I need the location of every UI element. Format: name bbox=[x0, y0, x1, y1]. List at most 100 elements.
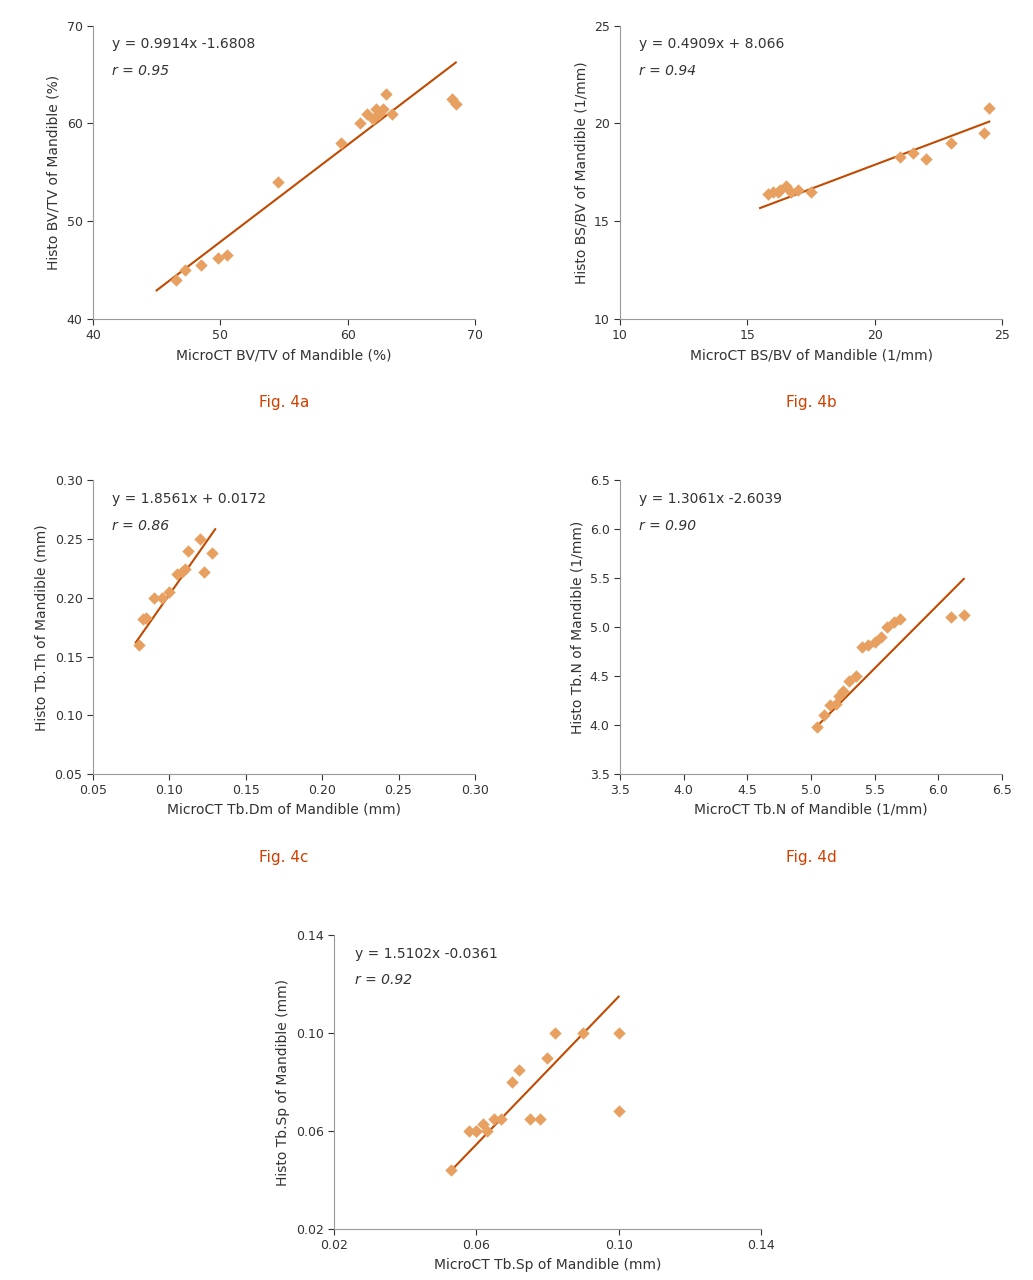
Point bbox=[943, 607, 960, 627]
Text: r = 0.92: r = 0.92 bbox=[355, 974, 412, 987]
Point bbox=[847, 666, 864, 686]
Point bbox=[210, 248, 226, 269]
Point bbox=[891, 146, 908, 166]
X-axis label: MicroCT BV/TV of Mandible (%): MicroCT BV/TV of Mandible (%) bbox=[177, 348, 392, 362]
Point bbox=[478, 1121, 495, 1142]
Point bbox=[218, 246, 234, 266]
Point bbox=[831, 685, 847, 705]
Point bbox=[815, 705, 832, 726]
Point bbox=[192, 529, 209, 549]
Point bbox=[193, 255, 210, 275]
X-axis label: MicroCT BS/BV of Mandible (1/mm): MicroCT BS/BV of Mandible (1/mm) bbox=[690, 348, 933, 362]
Point bbox=[270, 172, 286, 192]
Point bbox=[764, 182, 781, 202]
Point bbox=[546, 1023, 563, 1043]
Y-axis label: Histo BV/TV of Mandible (%): Histo BV/TV of Mandible (%) bbox=[46, 74, 61, 270]
Point bbox=[905, 142, 921, 163]
Point bbox=[365, 109, 381, 129]
Point bbox=[461, 1121, 477, 1142]
Point bbox=[368, 99, 384, 119]
Point bbox=[611, 1101, 627, 1121]
Point bbox=[835, 681, 851, 701]
Point bbox=[352, 113, 369, 133]
Point bbox=[444, 88, 461, 109]
Point bbox=[174, 562, 190, 582]
Point bbox=[371, 104, 387, 124]
Y-axis label: Histo BS/BV of Mandible (1/mm): Histo BS/BV of Mandible (1/mm) bbox=[574, 61, 588, 284]
Point bbox=[917, 148, 934, 169]
Text: Fig. 4b: Fig. 4b bbox=[786, 396, 837, 411]
Text: Fig. 4c: Fig. 4c bbox=[259, 850, 309, 865]
X-axis label: MicroCT Tb.Dm of Mandible (mm): MicroCT Tb.Dm of Mandible (mm) bbox=[167, 803, 401, 817]
Point bbox=[154, 588, 170, 608]
Point bbox=[168, 564, 185, 585]
Point bbox=[532, 1108, 549, 1129]
Text: y = 1.3061x -2.6039: y = 1.3061x -2.6039 bbox=[639, 493, 782, 506]
X-axis label: MicroCT Tb.Sp of Mandible (mm): MicroCT Tb.Sp of Mandible (mm) bbox=[434, 1258, 661, 1272]
Point bbox=[790, 179, 807, 200]
Point bbox=[860, 635, 877, 655]
Point bbox=[891, 609, 908, 630]
Point bbox=[809, 717, 825, 737]
Point bbox=[539, 1047, 556, 1068]
Point bbox=[510, 1060, 527, 1080]
Text: y = 1.8561x + 0.0172: y = 1.8561x + 0.0172 bbox=[112, 493, 267, 506]
Point bbox=[180, 540, 196, 561]
Point bbox=[358, 104, 375, 124]
Point bbox=[770, 182, 786, 202]
Text: y = 1.5102x -0.0361: y = 1.5102x -0.0361 bbox=[355, 947, 498, 961]
Point bbox=[468, 1121, 484, 1142]
Point bbox=[943, 133, 960, 154]
Point bbox=[130, 635, 147, 655]
Text: r = 0.95: r = 0.95 bbox=[112, 64, 169, 78]
Point bbox=[611, 1023, 627, 1043]
Point bbox=[522, 1108, 538, 1129]
Point bbox=[475, 1114, 492, 1134]
Point bbox=[777, 175, 793, 196]
Point bbox=[981, 97, 998, 118]
Text: r = 0.86: r = 0.86 bbox=[112, 518, 169, 532]
Point bbox=[375, 99, 392, 119]
Point bbox=[956, 605, 972, 626]
Point bbox=[879, 617, 896, 637]
Point bbox=[135, 609, 152, 630]
Point bbox=[447, 93, 464, 114]
Y-axis label: Histo Tb.N of Mandible (1/mm): Histo Tb.N of Mandible (1/mm) bbox=[570, 521, 584, 733]
Text: r = 0.94: r = 0.94 bbox=[639, 64, 696, 78]
Point bbox=[486, 1108, 502, 1129]
Point bbox=[468, 1121, 484, 1142]
Point bbox=[841, 671, 857, 691]
Point bbox=[177, 260, 193, 280]
Point bbox=[177, 558, 193, 579]
Point bbox=[759, 183, 776, 204]
Point bbox=[803, 182, 819, 202]
Point bbox=[782, 182, 799, 202]
Point bbox=[204, 543, 220, 563]
Point bbox=[867, 631, 883, 652]
Point bbox=[885, 612, 902, 632]
Y-axis label: Histo Tb.Sp of Mandible (mm): Histo Tb.Sp of Mandible (mm) bbox=[276, 979, 290, 1185]
Point bbox=[976, 123, 993, 143]
Point bbox=[384, 104, 401, 124]
Y-axis label: Histo Tb.Th of Mandible (mm): Histo Tb.Th of Mandible (mm) bbox=[35, 524, 49, 731]
Text: r = 0.90: r = 0.90 bbox=[639, 518, 696, 532]
X-axis label: MicroCT Tb.N of Mandible (1/mm): MicroCT Tb.N of Mandible (1/mm) bbox=[694, 803, 928, 817]
Point bbox=[138, 608, 155, 628]
Point bbox=[574, 1023, 591, 1043]
Text: y = 0.9914x -1.6808: y = 0.9914x -1.6808 bbox=[112, 37, 255, 51]
Point bbox=[161, 581, 178, 602]
Text: Fig. 4d: Fig. 4d bbox=[786, 850, 837, 865]
Text: Fig. 4a: Fig. 4a bbox=[258, 396, 309, 411]
Point bbox=[493, 1108, 509, 1129]
Point bbox=[196, 562, 213, 582]
Point bbox=[828, 694, 845, 714]
Point bbox=[873, 627, 889, 648]
Point bbox=[146, 588, 162, 608]
Text: y = 0.4909x + 8.066: y = 0.4909x + 8.066 bbox=[639, 37, 784, 51]
Point bbox=[443, 1160, 460, 1180]
Point bbox=[773, 179, 789, 200]
Point bbox=[333, 133, 349, 154]
Point bbox=[504, 1071, 521, 1092]
Point bbox=[822, 695, 839, 716]
Point bbox=[377, 83, 394, 104]
